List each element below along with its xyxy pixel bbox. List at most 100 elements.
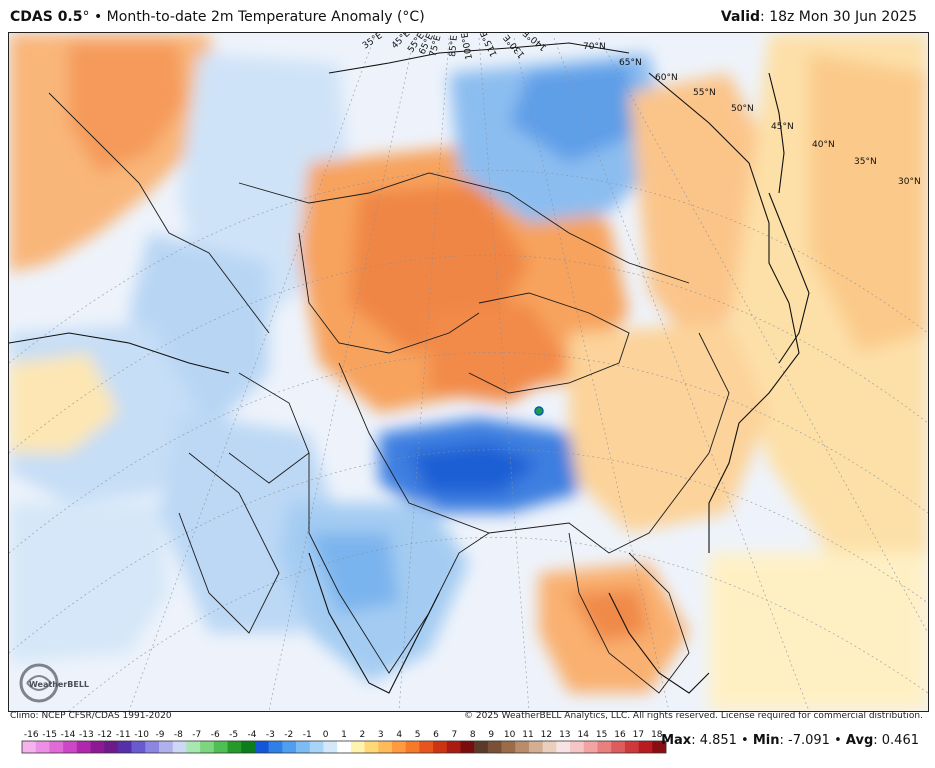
colorbar-swatch <box>652 741 667 753</box>
iran-border <box>228 372 310 484</box>
colorbar-tick-label: 1 <box>341 730 347 740</box>
valid-time: Valid: 18z Mon 30 Jun 2025 <box>721 9 917 25</box>
pacific-coast <box>648 72 800 553</box>
valid-value: : 18z Mon 30 Jun 2025 <box>760 9 917 25</box>
arctic-coast <box>328 42 630 74</box>
min-label: Min <box>752 733 780 748</box>
india-border <box>308 453 490 674</box>
lat-label-60n: 60°N <box>655 73 678 83</box>
med-coast <box>9 332 230 374</box>
japan-coast <box>768 192 810 364</box>
colorbar-swatch <box>268 741 283 753</box>
swirl-logo-icon <box>19 663 59 703</box>
colorbar-swatch <box>200 741 215 753</box>
anomaly-hotspot-marker <box>534 406 544 416</box>
colorbar-tick-label: 8 <box>470 730 476 740</box>
colorbar-tick-label: 16 <box>614 730 626 740</box>
colorbar-swatch <box>597 741 612 753</box>
colorbar-outline <box>21 740 667 754</box>
colorbar-swatch <box>117 741 132 753</box>
valid-label: Valid <box>720 9 761 25</box>
parallel-line <box>9 169 928 364</box>
region-indochina-core <box>569 588 649 643</box>
meridian-line <box>598 37 928 634</box>
colorbar-swatch <box>22 741 37 753</box>
header-bar: CDAS 0.5° • Month-to-date 2m Temperature… <box>0 0 935 32</box>
avg-value: : 0.461 <box>873 733 919 748</box>
colorbar-tick-label: 0 <box>323 730 329 740</box>
colorbar-swatch <box>63 741 78 753</box>
colorbar-swatch <box>254 741 269 753</box>
colorbar-tick-label: -16 <box>24 730 39 740</box>
colorbar-tick-label: -1 <box>303 730 312 740</box>
colorbar-tick-label: 7 <box>452 730 458 740</box>
region-pacific-core <box>809 53 928 353</box>
meridian-line <box>128 37 375 711</box>
colorbar-tick-label: 13 <box>559 730 570 740</box>
swirl-logo-inner <box>26 675 53 691</box>
colorbar-swatch <box>159 741 174 753</box>
colorbar-swatch <box>391 741 406 753</box>
colorbar-tick-label: 12 <box>541 730 552 740</box>
colorbar-swatch <box>446 741 461 753</box>
country-borders <box>48 92 730 694</box>
colorbar-tick-label: -2 <box>284 730 293 740</box>
colorbar-swatch <box>227 741 242 753</box>
colorbar-legend: -16 -15 -14 -13 -12 -11 -10 -9 -8 -7 -6 -5 -4 -3 -2 -1 0… <box>21 730 667 754</box>
colorbar-tick-label: -12 <box>97 730 112 740</box>
parallel-line <box>9 449 928 654</box>
region-mongolia-core <box>429 303 569 403</box>
parallel-line <box>68 537 928 711</box>
colorbar-tick-label: -5 <box>229 730 238 740</box>
colorbar-tick-label: 14 <box>577 730 589 740</box>
lon-label-85e: 85°E <box>448 35 460 58</box>
stats-sep: • <box>736 733 753 748</box>
colorbar-swatch <box>323 741 338 753</box>
region-far-east-warm <box>629 73 769 353</box>
kamchatka-coast <box>768 72 785 194</box>
colorbar-swatch <box>624 741 639 753</box>
max-value: : 4.851 <box>691 733 737 748</box>
colorbar-swatch <box>487 741 502 753</box>
parallel-line <box>9 254 928 454</box>
europe-border <box>48 92 270 334</box>
colorbar-swatch <box>405 741 420 753</box>
lat-label-45n: 45°N <box>771 122 794 132</box>
colorbar-tick-label: 17 <box>633 730 644 740</box>
weatherbell-logo: WeatherBELL <box>19 663 89 703</box>
stats-sep: • <box>829 733 846 748</box>
lat-label-70n: 70°N <box>583 42 606 52</box>
climo-note: Climo: NCEP CFSR/CDAS 1991-2020 <box>10 711 172 721</box>
logo-text: WeatherBELL <box>29 680 89 689</box>
colorbar-tick-label: -9 <box>156 730 165 740</box>
colorbar-tick-label: -3 <box>266 730 275 740</box>
se-asia-coast <box>608 592 710 694</box>
colorbar-swatch <box>241 741 256 753</box>
meridian-line <box>513 37 670 711</box>
colorbar-tick-label: 5 <box>415 730 421 740</box>
kazakhstan-border <box>298 232 480 354</box>
colorbar-tick-label: 18 <box>651 730 663 740</box>
lat-label-30n: 30°N <box>898 177 921 187</box>
colorbar-tick-label: 4 <box>396 730 402 740</box>
field-stats: Max: 4.851 • Min: -7.091 • Avg: 0.461 <box>661 733 919 748</box>
title-bullet: • <box>93 9 103 25</box>
anomaly-map: 35°E 45°E 55°E 65°E 75°E 85°E 100°E 115°… <box>9 33 928 711</box>
colorbar-swatch <box>76 741 91 753</box>
colorbar-swatch <box>542 741 557 753</box>
min-value: : -7.091 <box>779 733 830 748</box>
colorbar-swatch <box>172 741 187 753</box>
region-sahara-warm <box>9 353 119 453</box>
russia-south-border <box>238 172 690 284</box>
colorbar-swatch <box>583 741 598 753</box>
colorbar-swatch <box>433 741 448 753</box>
colorbar-swatch <box>213 741 228 753</box>
region-south-pacific-warm <box>709 553 928 711</box>
colorbar-swatch <box>296 741 311 753</box>
colorbar-tick-label: 2 <box>360 730 366 740</box>
lat-label-55n: 55°N <box>693 88 716 98</box>
colorbar-swatch <box>49 741 64 753</box>
colorbar-tick-label: 6 <box>433 730 439 740</box>
lon-label-100e: 100°E <box>460 33 475 60</box>
graticule <box>9 37 928 711</box>
